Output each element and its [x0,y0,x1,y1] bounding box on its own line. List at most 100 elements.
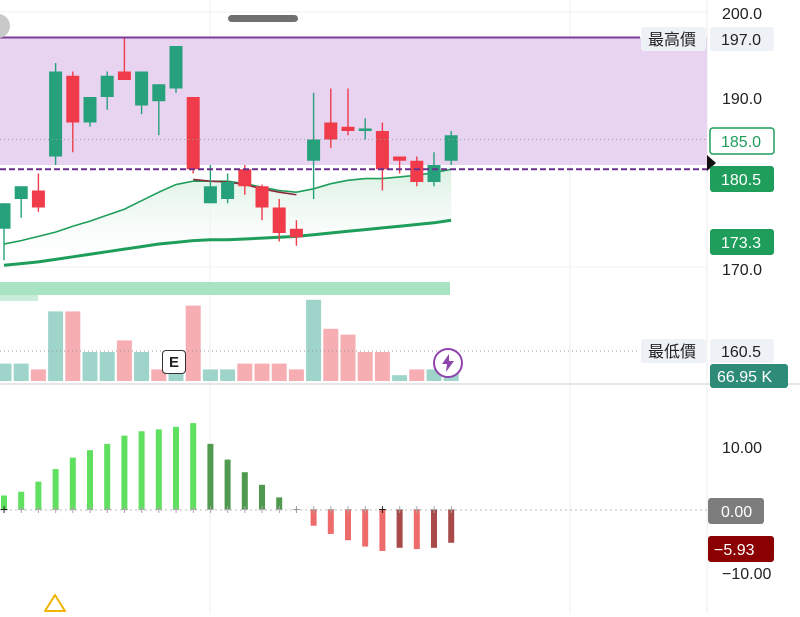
earnings-badge[interactable]: E [162,350,186,374]
candle-body [238,169,252,187]
volume-bar [374,352,390,381]
volume-bar [82,352,98,381]
candle-body [14,186,28,199]
candlestick-series[interactable] [0,37,458,261]
warning-icon[interactable] [44,594,66,617]
low-value: 160.5 [721,344,761,361]
macd-cross: + [413,501,421,517]
macd-cross: + [241,501,249,517]
volume-bars [0,299,459,381]
macd-cross: + [430,501,438,517]
volume-bar [288,369,304,381]
volume-bar [48,311,64,381]
macd-bar [190,423,197,510]
candle-body [255,186,269,208]
macd-cross: + [361,501,369,517]
macd-cross: + [292,501,300,517]
candle-body [358,128,372,131]
candle-body [117,71,131,80]
high-value: 197.0 [721,32,761,49]
macd-cross: + [52,501,60,517]
macd-bar [310,510,317,526]
macd-cross: + [396,501,404,517]
macd-cross: + [327,501,335,517]
macd-bar [379,510,386,551]
macd-cross: + [275,501,283,517]
volume-bar [271,363,287,381]
candle-body [31,190,45,208]
zero-tag-box [708,498,764,524]
macd-bar [173,426,179,510]
macd-bar [121,435,128,510]
pane-drag-handle[interactable] [228,15,298,22]
ma-area-fill [4,169,452,266]
macd-bar [276,497,283,510]
candle-body [135,71,149,106]
range-labels: 最高價 197.0 最低價 160.5 [641,27,774,363]
last-price-tag: 185.0 [721,134,761,151]
low-label: 最低價 [648,343,696,361]
macd-cross: + [17,501,25,517]
macd-cross: + [258,501,266,517]
volume-bar [185,305,201,381]
ma-long-tag-box [710,229,774,255]
macd-cross: + [155,501,163,517]
indicator-tick-neg10: −10.00 [722,566,771,583]
bolt-icon[interactable] [433,348,463,378]
volume-bar [65,311,81,381]
volume-profile-zone [0,282,450,301]
price-tags: 185.0 180.5 173.3 66.95 K [709,127,788,388]
price-tick-190: 190.0 [722,91,762,108]
macd-bar [138,431,145,510]
candle-body [289,228,303,238]
ma-fast-tag: 180.5 [721,172,761,189]
volume-bar [30,369,46,381]
macd-bar [448,510,455,543]
volume-tag: 66.95 K [717,369,772,386]
high-low-band-fill [0,37,707,165]
price-pointer-icon [707,155,716,171]
high-low-band [0,37,707,165]
candle-body [83,97,97,123]
volume-bar [134,352,150,381]
macd-cross: + [138,501,146,517]
macd-bar [431,510,437,548]
volume-bar [340,334,356,381]
macd-bar [69,457,76,510]
indicator-value-tag: −5.93 [714,542,755,559]
macd-bar [224,459,231,510]
macd-cross: + [344,501,352,517]
settings-icon[interactable] [0,14,10,38]
candle-body [152,84,166,102]
macd-cross: + [310,501,318,517]
last-price-tag-box [709,127,775,155]
ma-long-tag: 173.3 [721,235,761,252]
candle-body [375,131,389,170]
candle-body [307,139,321,161]
macd-bar [241,472,248,510]
volume-bar [220,369,236,381]
indicator-value-tag-box [708,536,774,562]
macd-bar [413,510,420,550]
ma-fast-tag-box [710,166,774,192]
candle-body [393,156,407,161]
macd-bar [207,443,214,510]
macd-bar [104,443,111,510]
moving-average-area [4,169,452,266]
macd-cross: + [224,501,232,517]
candle-body [203,186,217,204]
macd-cross: + [172,501,180,517]
macd-histogram: + + + + + + + + + + + + + + + + + + + + + + + + + + + [0,423,707,551]
macd-bar [396,510,403,548]
ma-long-line [3,218,452,267]
price-reference-lines [0,36,716,352]
candle-body [272,207,286,233]
candle-body [66,75,80,123]
candle-body [169,46,183,89]
macd-bar [362,510,369,547]
candle-body [427,165,441,182]
macd-bar [18,491,25,510]
volume-tag-box [710,364,788,388]
volume-bar [151,369,167,381]
